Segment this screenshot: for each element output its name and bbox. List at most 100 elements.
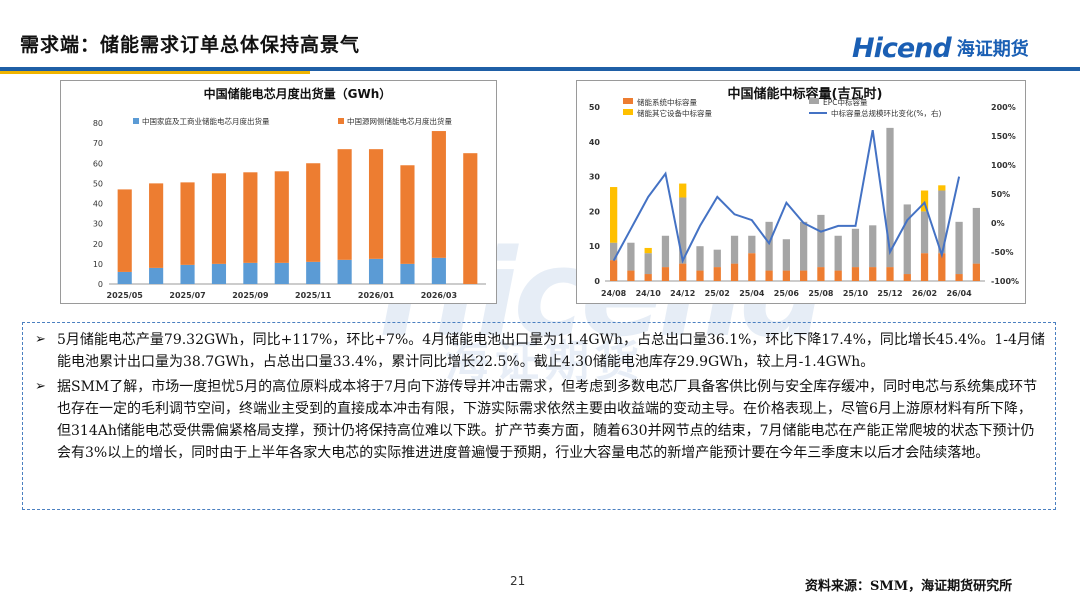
y2-tick-label: 150% — [991, 132, 1016, 141]
bar-segment — [851, 228, 860, 268]
bar-segment — [955, 274, 963, 281]
note-item: ➢ 5月储能电芯产量79.32GWh，同比+117%，环比+7%。4月储能电池出… — [33, 329, 1045, 373]
bar-segment — [463, 153, 478, 284]
y2-tick-label: 100% — [991, 161, 1016, 170]
bar-segment — [972, 207, 980, 264]
bar-segment — [117, 189, 132, 272]
watermark-cn: 海证期货 — [445, 336, 645, 387]
x-tick-label: 25/04 — [739, 289, 765, 298]
bar-segment — [713, 267, 721, 281]
y-tick-label: 60 — [93, 159, 103, 168]
bar-segment — [211, 173, 227, 264]
y-tick-label: 50 — [589, 103, 601, 112]
bar-segment — [243, 172, 258, 263]
chart-title: 中国储能中标容量(吉瓦时) — [728, 86, 883, 102]
y2-tick-label: 0% — [991, 219, 1005, 228]
bar-segment — [117, 271, 132, 284]
bar-segment — [644, 253, 652, 275]
bar-segment — [782, 239, 790, 271]
x-tick-label: 24/08 — [601, 289, 627, 298]
logo-text-cn: 海证期货 — [956, 39, 1029, 60]
page-title: 需求端：储能需求订单总体保持高景气 — [20, 34, 361, 56]
x-tick-label: 24/10 — [636, 289, 662, 298]
notes-box: ➢ 5月储能电芯产量79.32GWh，同比+117%，环比+7%。4月储能电池出… — [22, 322, 1056, 510]
bar-segment — [938, 185, 946, 191]
bar-segment — [938, 253, 946, 281]
bar-segment — [851, 267, 860, 281]
note-text: 5月储能电芯产量79.32GWh，同比+117%，环比+7%。4月储能电池出口量… — [57, 332, 1045, 370]
legend-swatch — [338, 118, 344, 124]
y2-tick-label: 50% — [991, 190, 1010, 199]
y-tick-label: 0 — [594, 277, 600, 286]
x-tick-label: 2025/07 — [169, 291, 205, 300]
y-tick-label: 30 — [93, 220, 103, 229]
legend-label: 中国源网侧储能电芯月度出货量 — [347, 116, 452, 126]
chart-title: 中国储能电芯月度出货量（GWh） — [204, 86, 392, 101]
y-tick-label: 40 — [93, 200, 103, 209]
bar-segment — [627, 270, 635, 281]
bar-segment — [955, 221, 963, 275]
bar-segment — [886, 267, 894, 281]
company-logo: Hicend 海证期货 — [852, 30, 1029, 66]
legend-swatch — [623, 109, 633, 115]
y-tick-label: 50 — [93, 179, 103, 188]
y-tick-label: 0 — [98, 280, 103, 289]
legend-label: 中国家庭及工商业储能电芯月度出货量 — [142, 116, 270, 126]
y-tick-label: 30 — [589, 173, 601, 182]
note-item: ➢ 据SMM了解，市场一度担忧5月的高位原料成本将于7月向下游传导并冲击需求，但… — [33, 376, 1045, 464]
arrow-bullet-icon: ➢ — [35, 332, 46, 347]
y-tick-label: 10 — [589, 242, 601, 251]
bar-segment — [149, 267, 164, 284]
bar-segment — [903, 274, 911, 281]
bar-segment — [149, 183, 164, 268]
x-tick-label: 26/02 — [912, 289, 937, 298]
bar-segment — [800, 221, 808, 271]
bid-capacity-chart-panel: 中国储能中标容量(吉瓦时) 储能系统中标容量 EPC中标容量 储能其它设备中标容量 中标… — [576, 80, 1026, 304]
bar-segment — [748, 253, 756, 281]
bar-segment — [368, 258, 384, 284]
y-tick-label: 20 — [589, 207, 601, 216]
legend-swatch — [133, 118, 139, 124]
header-divider-blue — [0, 67, 1080, 71]
y-tick-label: 10 — [93, 260, 103, 269]
bar-segment — [679, 183, 687, 198]
x-tick-label: 26/04 — [946, 289, 972, 298]
bar-segment — [431, 131, 446, 258]
bar-segment — [211, 263, 227, 284]
bar-segment — [972, 263, 980, 281]
bar-segment — [782, 270, 790, 281]
header-divider-yellow — [0, 71, 310, 74]
shipment-chart: 中国储能电芯月度出货量（GWh） 中国家庭及工商业储能电芯月度出货量 中国源网侧储能… — [93, 86, 486, 300]
bar-segment — [713, 249, 721, 268]
legend-label: 中标容量总规模环比变化(%，右) — [831, 108, 942, 118]
bar-segment — [920, 211, 929, 254]
bar-segment — [730, 235, 739, 264]
bar-segment — [400, 165, 415, 264]
x-tick-label: 25/08 — [808, 289, 834, 298]
bar-segment — [696, 270, 704, 281]
bar-segment — [765, 270, 773, 281]
bar-segment — [627, 242, 635, 271]
y2-tick-label: -100% — [991, 277, 1019, 286]
bar-segment — [765, 221, 773, 271]
bar-segment — [180, 264, 195, 284]
legend-label: 储能系统中标容量 — [637, 97, 697, 107]
legend-label: EPC中标容量 — [823, 97, 868, 107]
x-tick-label: 24/12 — [670, 289, 695, 298]
bar-segment — [337, 149, 352, 260]
y2-tick-label: -50% — [991, 248, 1013, 257]
bar-segment — [920, 190, 929, 212]
bar-segment — [274, 171, 289, 263]
y-tick-label: 40 — [589, 138, 601, 147]
bar-segment — [306, 261, 321, 284]
bar-segment — [869, 267, 877, 281]
bar-segment — [243, 262, 258, 284]
bar-segment — [661, 267, 670, 281]
bar-segment — [869, 225, 877, 268]
y-tick-label: 70 — [93, 139, 103, 148]
shipment-chart-panel: 中国储能电芯月度出货量（GWh） 中国家庭及工商业储能电芯月度出货量 中国源网侧储能… — [60, 80, 497, 304]
y-tick-label: 80 — [93, 119, 103, 128]
legend-swatch — [809, 98, 819, 104]
bar-segment — [800, 270, 808, 281]
